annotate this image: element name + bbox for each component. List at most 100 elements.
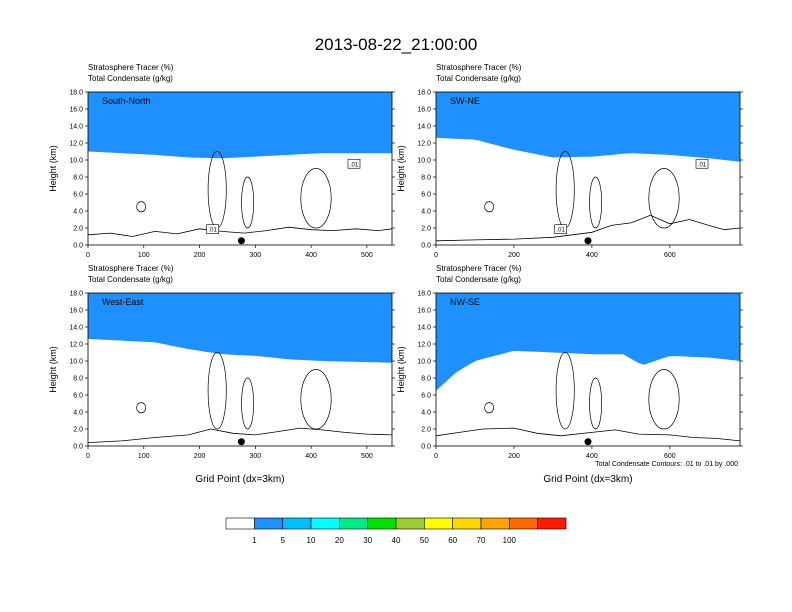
- x-tick-label: 0: [434, 453, 438, 460]
- plot-frame: [87, 91, 393, 246]
- y-tick-label: 6.0: [421, 393, 431, 400]
- colorbar-label: 1: [252, 536, 257, 545]
- y-tick-label: 10.0: [69, 359, 83, 366]
- contour-label: .01: [350, 162, 359, 168]
- condensate-contour-1: [555, 352, 575, 430]
- colorbar-swatch-9: [452, 517, 482, 530]
- y-tick-label: 2.0: [421, 226, 431, 233]
- plot-frame: [435, 292, 741, 447]
- y-tick-label: 2.0: [73, 226, 83, 233]
- x-tick-label: 600: [664, 252, 676, 259]
- condensate-contour-2: [241, 176, 255, 229]
- plot-area: [436, 92, 740, 242]
- location-marker: [584, 438, 592, 446]
- y-tick-label: 14.0: [69, 325, 83, 332]
- panel-title-line1: Stratosphere Tracer (%): [88, 264, 174, 273]
- colorbar-label: 100: [503, 536, 517, 545]
- contour-label: .01: [208, 228, 217, 234]
- plot-area: [88, 92, 392, 237]
- y-tick-label: 0.0: [73, 444, 83, 451]
- panel-label: NW-SE: [450, 297, 480, 307]
- panel-label: South-North: [102, 96, 151, 106]
- colorbar-swatch-5: [339, 517, 368, 530]
- x-axis-label: Grid Point (dx=3km): [195, 474, 284, 485]
- condensate-contour-1: [555, 151, 575, 229]
- y-axis-label: Height (km): [396, 145, 406, 192]
- x-tick-label: 200: [194, 252, 206, 259]
- y-tick-label: 0.0: [73, 243, 83, 250]
- colorbar-swatch-11: [509, 517, 538, 530]
- y-tick-label: 6.0: [73, 192, 83, 199]
- colorbar-label: 30: [363, 536, 372, 545]
- x-tick-label: 100: [138, 453, 150, 460]
- y-tick-label: 18.0: [417, 90, 431, 97]
- panel-title-line2: Total Condensate (g/kg): [436, 275, 521, 284]
- colorbar-label: 20: [335, 536, 344, 545]
- y-tick-label: 4.0: [73, 410, 83, 417]
- y-tick-label: 12.0: [69, 342, 83, 349]
- contour-label-box: [554, 224, 567, 234]
- tracer-band-8: [88, 92, 392, 159]
- y-tick-label: 18.0: [69, 90, 83, 97]
- colorbar-label: 70: [477, 536, 486, 545]
- y-tick-label: 16.0: [417, 308, 431, 315]
- panel-title-line1: Stratosphere Tracer (%): [436, 264, 522, 273]
- condensate-contour-3: [300, 168, 332, 229]
- y-axis-label: Height (km): [396, 346, 406, 393]
- plot-area: [436, 293, 740, 442]
- colorbar-label: 50: [420, 536, 429, 545]
- y-tick-label: 10.0: [69, 158, 83, 165]
- y-tick-label: 6.0: [421, 192, 431, 199]
- panel-title-line2: Total Condensate (g/kg): [88, 74, 173, 83]
- colorbar-swatch-2: [254, 517, 283, 530]
- contour-label: .01: [556, 228, 565, 234]
- panel-title-line2: Total Condensate (g/kg): [88, 275, 173, 284]
- y-tick-label: 16.0: [417, 107, 431, 114]
- condensate-contour-3: [648, 168, 680, 229]
- condensate-contour-4: [484, 402, 495, 414]
- figure-title: 2013-08-22_21:00:00: [315, 35, 478, 54]
- y-tick-label: 2.0: [73, 427, 83, 434]
- footnote: Total Condensate Contours: .01 to .01 by…: [595, 461, 738, 468]
- y-tick-label: 4.0: [421, 410, 431, 417]
- x-tick-label: 300: [249, 453, 261, 460]
- y-tick-label: 12.0: [69, 141, 83, 148]
- condensate-contour-3: [300, 369, 332, 430]
- colorbar-swatch-6: [367, 517, 397, 530]
- colorbar-label: 60: [448, 536, 457, 545]
- contour-label-box: [347, 158, 361, 169]
- y-tick-label: 2.0: [421, 427, 431, 434]
- condensate-contour-3: [648, 369, 680, 430]
- y-tick-label: 14.0: [69, 124, 83, 131]
- panel-title-line1: Stratosphere Tracer (%): [436, 63, 522, 72]
- location-marker: [584, 237, 592, 245]
- y-tick-label: 8.0: [421, 175, 431, 182]
- condensate-contour-2: [589, 377, 603, 430]
- plot-frame: [87, 292, 393, 447]
- y-tick-label: 8.0: [73, 376, 83, 383]
- y-tick-label: 8.0: [73, 175, 83, 182]
- colorbar-label: 10: [307, 536, 316, 545]
- y-tick-label: 6.0: [73, 393, 83, 400]
- colorbar-label: 5: [280, 536, 285, 545]
- x-tick-label: 200: [508, 453, 520, 460]
- terrain-line: [436, 214, 740, 242]
- y-tick-label: 12.0: [417, 342, 431, 349]
- y-tick-label: 4.0: [421, 209, 431, 216]
- colorbar-swatch-12: [537, 517, 567, 530]
- colorbar: 1 5 10 20 30 40 50 60 70 100: [225, 517, 567, 545]
- y-axis-label: Height (km): [48, 346, 58, 393]
- colorbar-label: 40: [392, 536, 401, 545]
- x-tick-label: 400: [586, 453, 598, 460]
- plot-area: [88, 293, 392, 443]
- x-tick-label: 100: [138, 252, 150, 259]
- y-tick-label: 16.0: [69, 308, 83, 315]
- contour-label-box: [206, 224, 219, 234]
- y-axis-label: Height (km): [48, 145, 58, 192]
- panel-label: West-East: [102, 297, 144, 307]
- y-tick-label: 0.0: [421, 243, 431, 250]
- x-tick-label: 600: [664, 453, 676, 460]
- terrain-line: [88, 226, 392, 237]
- x-tick-label: 0: [86, 453, 90, 460]
